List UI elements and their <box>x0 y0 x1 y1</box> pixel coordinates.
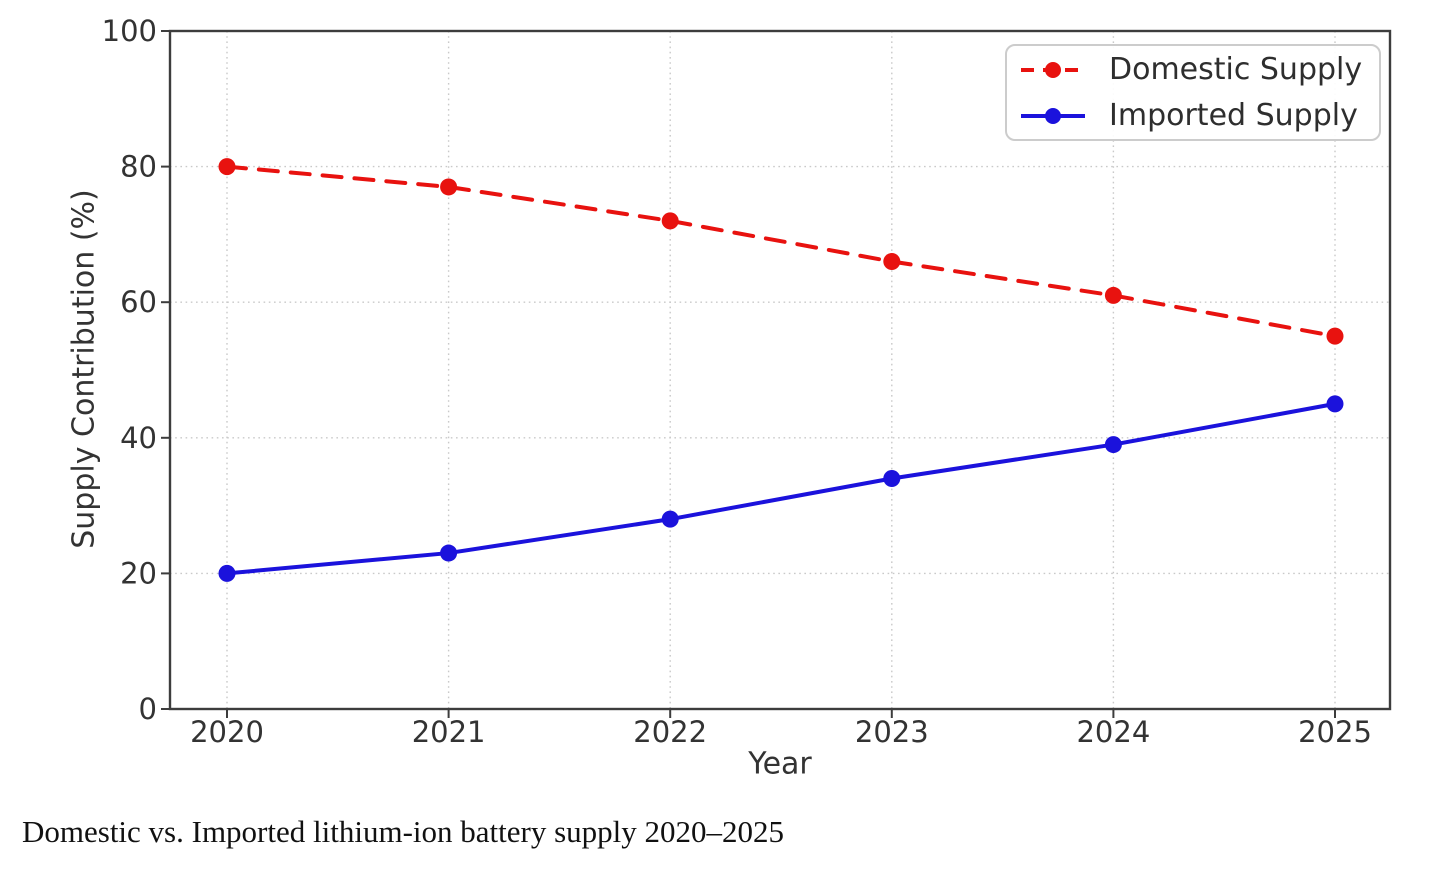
line-chart: 2020 2021 2022 2023 2024 2025 0 20 40 60 80 100 Sup… <box>66 14 1392 782</box>
y-tick-label: 20 <box>120 556 157 590</box>
domestic-supply-marker <box>1326 327 1344 345</box>
imported-line-sample-icon <box>1021 107 1085 124</box>
domestic-supply-marker <box>440 178 458 196</box>
domestic-supply-marker <box>218 158 236 176</box>
caption: Domestic vs. Imported lithium-ion batter… <box>22 814 784 849</box>
imported-supply-line <box>225 401 1337 576</box>
x-tick-label: 2020 <box>190 715 264 749</box>
domestic-supply-marker <box>1104 286 1122 304</box>
axes-spines <box>168 29 1392 711</box>
x-tick-label: 2022 <box>633 715 707 749</box>
legend-label-domestic: Domestic Supply <box>1109 52 1363 87</box>
x-tick-label: 2021 <box>412 715 486 749</box>
imported-supply-marker <box>218 564 236 582</box>
imported-supply-marker <box>883 469 901 487</box>
domestic-line-sample-icon <box>1021 61 1085 78</box>
domestic-supply-marker <box>661 212 679 230</box>
legend-label-imported: Imported Supply <box>1109 98 1358 133</box>
legend-item-imported: Imported Supply <box>1019 93 1379 139</box>
imported-supply-marker <box>1326 395 1344 413</box>
imported-supply-marker <box>1104 436 1122 454</box>
domestic-supply-line <box>225 164 1337 339</box>
domestic-supply-marker <box>883 253 901 271</box>
y-tick-label: 60 <box>120 285 157 319</box>
legend: Domestic Supply Imported Supply <box>1005 44 1381 141</box>
x-tick-label: 2024 <box>1076 715 1150 749</box>
legend-item-domestic: Domestic Supply <box>1019 47 1379 93</box>
x-tick-label: 2023 <box>855 715 929 749</box>
x-axis-label: Year <box>748 746 812 782</box>
plot-canvas: 2020 2021 2022 2023 2024 2025 0 20 40 60 80 100 <box>102 14 1392 749</box>
y-tick-label: 0 <box>139 692 157 726</box>
y-tick-label: 100 <box>102 14 157 48</box>
imported-supply-marker <box>440 544 458 562</box>
x-tick-label: 2025 <box>1298 715 1372 749</box>
y-tick-label: 80 <box>120 150 157 184</box>
y-axis-label: Supply Contribution (%) <box>66 189 102 549</box>
y-tick-label: 40 <box>120 421 157 455</box>
imported-supply-marker <box>661 510 679 528</box>
